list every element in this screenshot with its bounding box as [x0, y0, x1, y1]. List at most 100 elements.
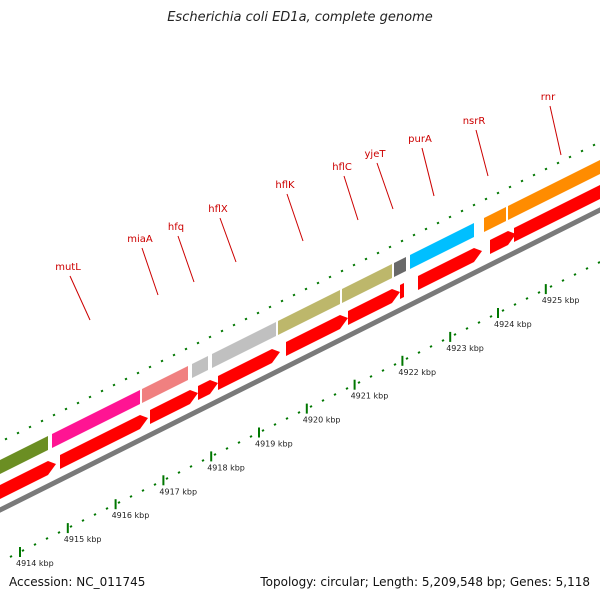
gene-block-miaA: [142, 366, 188, 403]
gene-block-hflC: [342, 264, 392, 303]
inner-tick: [165, 477, 169, 480]
backbone-line: [0, 207, 600, 513]
outer-tick: [520, 179, 524, 183]
inner-tick: [345, 387, 349, 390]
inner-tick: [321, 399, 325, 402]
inner-tick: [573, 273, 577, 276]
outer-tick: [148, 365, 152, 369]
gene-label-hflX: hflX: [208, 204, 228, 215]
inner-tick: [249, 435, 253, 438]
inner-tick: [189, 465, 193, 468]
inner-tick: [105, 507, 109, 510]
kbp-label: 4923 kbp: [446, 344, 484, 353]
leader-line: [421, 147, 435, 197]
inner-tick: [405, 357, 409, 360]
outer-tick: [304, 287, 308, 291]
outer-tick: [544, 167, 548, 171]
inner-tick: [549, 285, 553, 288]
outer-tick: [220, 329, 224, 333]
gene-block-unnamed: [0, 436, 48, 474]
leader-line: [69, 275, 91, 321]
kbp-label: 4915 kbp: [64, 535, 102, 544]
inner-tick: [489, 315, 493, 318]
outer-tick: [472, 203, 476, 207]
gene-label-hfq: hfq: [168, 222, 184, 233]
inner-tick: [537, 291, 541, 294]
gene-block-hflK: [278, 290, 340, 335]
outer-tick: [376, 251, 380, 255]
outer-tick: [424, 227, 428, 231]
inner-tick: [141, 489, 145, 492]
outer-tick: [4, 437, 8, 441]
inner-tick: [153, 483, 157, 486]
outer-tick: [196, 341, 200, 345]
outer-tick: [208, 335, 212, 339]
gene-label-nsrR: nsrR: [463, 116, 486, 127]
outer-tick: [292, 293, 296, 297]
cds-arrow: [286, 315, 348, 356]
kbp-label: 4921 kbp: [351, 392, 389, 401]
inner-tick: [453, 333, 457, 336]
inner-tick: [369, 375, 373, 378]
gene-label-mutL: mutL: [55, 262, 81, 273]
outer-tick: [88, 395, 92, 399]
inner-tick: [441, 339, 445, 342]
accession-text: Accession: NC_011745: [9, 575, 146, 589]
outer-tick: [256, 311, 260, 315]
leader-line: [141, 247, 159, 296]
outer-tick: [580, 149, 584, 153]
map-title: Escherichia coli ED1a, complete genome: [167, 10, 433, 25]
outer-tick: [316, 281, 320, 285]
outer-tick: [244, 317, 248, 321]
inner-tick: [237, 441, 241, 444]
inner-tick: [525, 297, 529, 300]
inner-tick: [585, 267, 589, 270]
outer-tick: [556, 161, 560, 165]
outer-tick: [508, 185, 512, 189]
gene-block-hfq: [192, 356, 208, 378]
inner-tick: [57, 531, 61, 534]
gene-label-miaA: miaA: [127, 234, 153, 245]
backbone-layer: [0, 207, 600, 513]
leader-line: [177, 235, 195, 283]
outer-tick: [340, 269, 344, 273]
outer-tick: [436, 221, 440, 225]
inner-tick: [429, 345, 433, 348]
kbp-label: 4918 kbp: [207, 463, 245, 472]
outer-tick: [28, 425, 32, 429]
gene-label-hflC: hflC: [332, 162, 352, 173]
outer-tick: [112, 383, 116, 387]
outer-tick: [124, 377, 128, 381]
tick-layer: 4914 kbp 4915 kbp 4916 kbp 4917 kbp 4918 kbp…: [4, 143, 600, 568]
gene-block-yjeT: [394, 257, 406, 277]
inner-tick: [297, 411, 301, 414]
gene-block-purA: [410, 223, 474, 269]
outer-tick: [532, 173, 536, 177]
outer-tick: [76, 401, 80, 405]
genome-stats-text: Topology: circular; Length: 5,209,548 bp…: [260, 575, 590, 589]
outer-tick: [484, 197, 488, 201]
outer-tick: [412, 233, 416, 237]
outer-tick: [448, 215, 452, 219]
inner-tick: [285, 417, 289, 420]
cds-layer: [0, 185, 600, 499]
cds-arrow: [418, 248, 482, 290]
inner-tick: [477, 321, 481, 324]
inner-tick: [273, 423, 277, 426]
outer-tick: [160, 359, 164, 363]
gene-block-nsrR: [484, 207, 506, 232]
leader-line: [376, 162, 394, 210]
outer-tick: [280, 299, 284, 303]
outer-tick: [64, 407, 68, 411]
gene-label-yjeT: yjeT: [365, 149, 387, 160]
kbp-label: 4919 kbp: [255, 440, 293, 449]
outer-tick: [268, 305, 272, 309]
cds-arrow: [0, 461, 56, 499]
inner-tick: [213, 453, 217, 456]
outer-tick: [52, 413, 56, 417]
kbp-label: 4916 kbp: [112, 511, 150, 520]
inner-tick: [501, 309, 505, 312]
outer-tick: [352, 263, 356, 267]
inner-tick: [417, 351, 421, 354]
